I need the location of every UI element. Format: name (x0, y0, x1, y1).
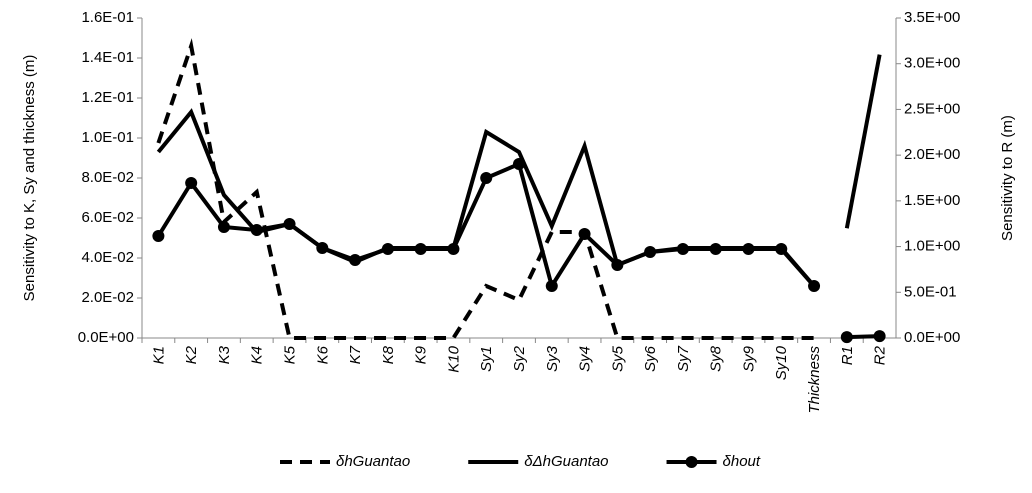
y-tick-label: 2.0E-02 (81, 289, 134, 306)
y-tick-label: 1.6E-01 (81, 9, 134, 26)
x-tick-label: K5 (281, 345, 298, 364)
series-marker (676, 243, 689, 255)
series-marker (381, 243, 394, 255)
legend-marker (685, 456, 698, 468)
y2-axis-label: Sensitivity to R (m) (999, 115, 1016, 241)
x-tick-label: K7 (347, 345, 364, 364)
x-tick-label: Sy5 (609, 345, 626, 372)
series-marker (578, 228, 591, 240)
legend-label: δhout (723, 453, 761, 470)
y2-tick-label: 5.0E-01 (904, 283, 957, 300)
x-tick-label: Sy2 (511, 345, 528, 372)
series-marker (545, 280, 558, 292)
series-marker (447, 243, 460, 255)
series-marker (513, 158, 525, 170)
x-tick-label: K9 (413, 345, 430, 364)
series-line (156, 38, 815, 340)
y2-tick-label: 1.5E+00 (904, 192, 960, 209)
y2-tick-label: 1.0E+00 (904, 238, 960, 255)
x-tick-label: Thickness (806, 346, 823, 414)
y-tick-label: 4.0E-02 (81, 249, 134, 266)
x-tick-label: Sy7 (675, 345, 692, 372)
series-marker (349, 254, 362, 266)
x-tick-label: Sy9 (740, 345, 757, 372)
x-tick-label: K3 (216, 345, 233, 364)
series-marker (775, 243, 788, 255)
x-tick-label: K2 (183, 345, 200, 364)
series-marker (808, 280, 821, 292)
y2-tick-label: 0.0E+00 (904, 329, 960, 346)
series-marker (152, 230, 165, 242)
x-tick-label: Sy1 (478, 346, 495, 372)
y2-tick-label: 3.5E+00 (904, 9, 960, 26)
series-marker (316, 242, 329, 254)
series-line (156, 108, 816, 288)
y-tick-label: 1.0E-01 (81, 129, 134, 146)
y-axis-label: Sensitivity to K, Sy and thickness (m) (21, 55, 38, 302)
y-tick-label: 1.4E-01 (81, 49, 134, 66)
series-marker (217, 221, 230, 233)
y2-tick-label: 2.0E+00 (904, 146, 960, 163)
series-marker (480, 172, 493, 184)
series-marker (709, 243, 722, 255)
y2-tick-label: 2.5E+00 (904, 100, 960, 117)
series-marker (873, 330, 886, 343)
legend-label: δΔhGuantao (524, 453, 608, 470)
y2-tick-label: 3.0E+00 (904, 55, 960, 72)
x-tick-label: Sy10 (773, 345, 790, 380)
x-tick-label: Sy6 (642, 345, 659, 372)
y-tick-label: 6.0E-02 (81, 209, 134, 226)
y-tick-label: 0.0E+00 (78, 329, 134, 346)
series-line (844, 54, 882, 229)
series-marker (611, 259, 624, 271)
x-tick-label: K1 (150, 346, 167, 364)
series-marker (644, 246, 657, 258)
series-marker (250, 224, 263, 236)
x-tick-label: K6 (314, 345, 331, 364)
series-marker (283, 218, 296, 230)
y-tick-label: 1.2E-01 (81, 89, 134, 106)
series-marker (742, 243, 755, 255)
x-tick-label: Sy4 (577, 346, 594, 372)
x-tick-label: R1 (839, 346, 856, 365)
legend-label: δhGuantao (336, 453, 410, 470)
x-tick-label: Sy8 (708, 345, 725, 372)
series-marker (185, 177, 198, 189)
y-tick-label: 8.0E-02 (81, 169, 134, 186)
series-marker (414, 243, 427, 255)
x-tick-label: K8 (380, 345, 397, 364)
x-tick-label: K4 (249, 346, 266, 364)
series-marker (840, 331, 853, 344)
x-tick-label: R2 (872, 345, 889, 365)
x-tick-label: K10 (445, 345, 462, 372)
x-tick-label: Sy3 (544, 345, 561, 372)
